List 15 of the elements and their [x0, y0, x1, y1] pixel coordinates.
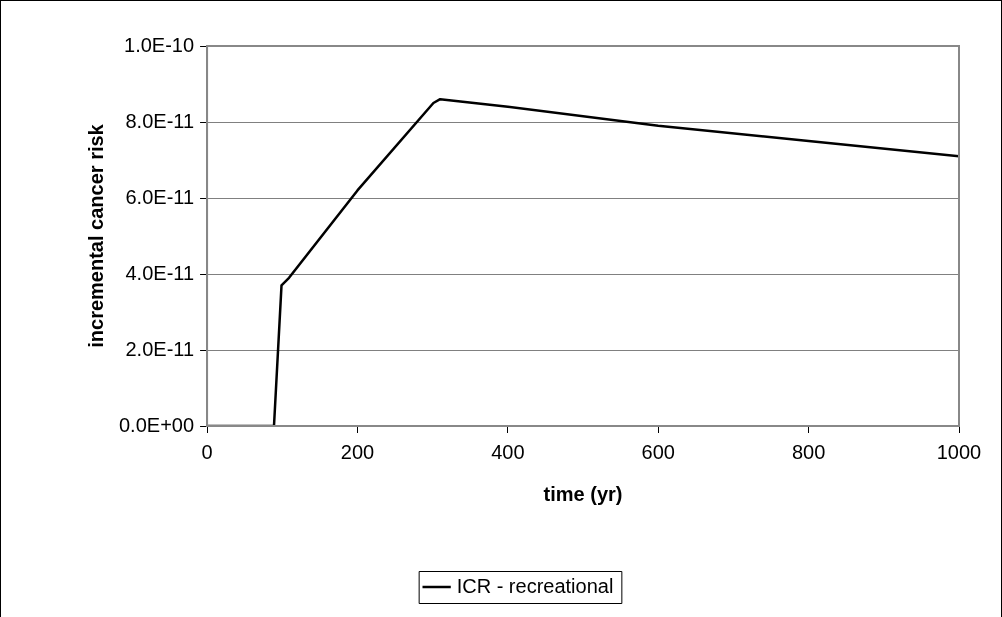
- x-tick-label: 800: [791, 440, 826, 463]
- y-tick-label: 2.0E-11: [125, 337, 195, 360]
- y-tick-label: 0.0E+00: [118, 413, 195, 436]
- y-tick-label: 8.0E-11: [125, 109, 195, 132]
- x-tick-label: 600: [641, 440, 675, 463]
- x-tick-label: 0: [201, 440, 213, 463]
- x-axis-title: time (yr): [543, 482, 623, 505]
- legend-label: ICR - recreational: [456, 574, 614, 597]
- y-tick-label: 1.0E-10: [124, 33, 195, 56]
- y-tick-label: 4.0E-11: [125, 261, 195, 284]
- y-axis-title: incremental cancer risk: [84, 123, 107, 348]
- x-tick-label: 1000: [936, 440, 982, 463]
- x-tick-label: 400: [491, 440, 525, 463]
- y-tick-label: 6.0E-11: [125, 185, 195, 208]
- x-tick-label: 200: [340, 440, 375, 463]
